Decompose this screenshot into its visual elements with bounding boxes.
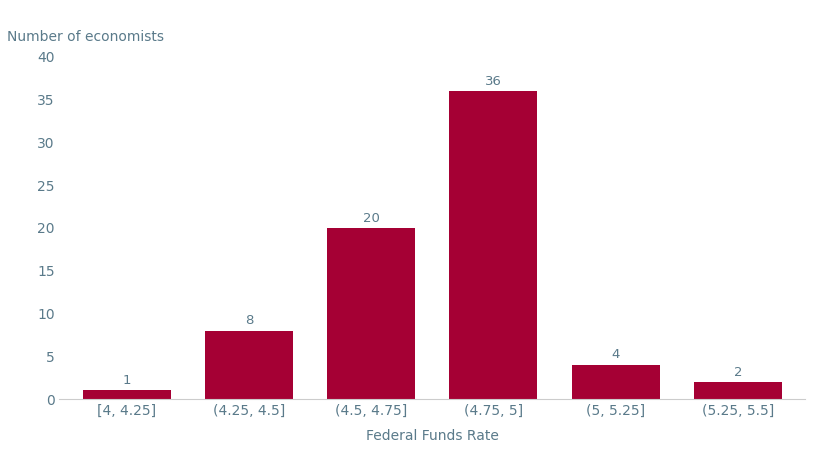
Text: 4: 4 [611,349,619,361]
X-axis label: Federal Funds Rate: Federal Funds Rate [365,429,498,443]
Bar [327,228,414,399]
Bar [449,91,536,399]
Bar [83,391,170,399]
Text: 1: 1 [122,374,131,387]
Bar [693,382,781,399]
Text: Number of economists: Number of economists [7,30,164,44]
Text: 36: 36 [484,75,501,88]
Bar [205,331,292,399]
Bar [571,365,658,399]
Text: 20: 20 [362,212,379,224]
Text: 8: 8 [244,314,253,327]
Text: 2: 2 [733,365,741,378]
